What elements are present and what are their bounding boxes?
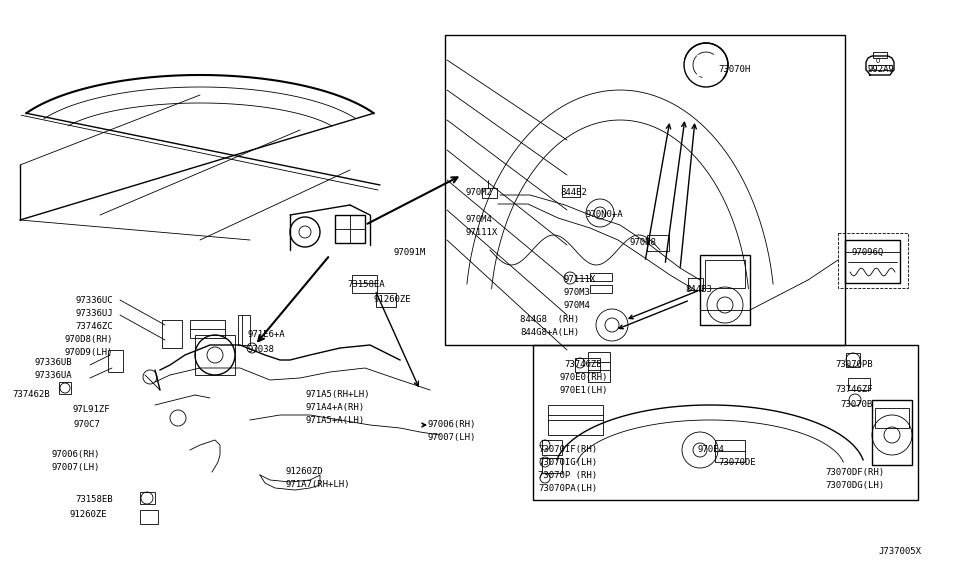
Bar — [352, 275, 377, 293]
Text: 97007(LH): 97007(LH) — [52, 463, 100, 472]
Text: 992A9: 992A9 — [868, 65, 895, 74]
Text: 970E4: 970E4 — [698, 445, 724, 454]
Bar — [482, 188, 497, 198]
Text: 97336UC: 97336UC — [75, 296, 113, 305]
Text: 97091M: 97091M — [393, 248, 425, 257]
Text: 97038: 97038 — [248, 345, 275, 354]
Text: 970N8: 970N8 — [630, 238, 657, 247]
Text: 73746ZF: 73746ZF — [835, 385, 873, 394]
Bar — [575, 358, 600, 372]
Bar — [238, 315, 250, 345]
Text: 970D9(LH): 970D9(LH) — [64, 348, 113, 357]
Bar — [140, 510, 158, 524]
Text: 97336UA: 97336UA — [34, 371, 72, 380]
Bar — [533, 345, 918, 500]
Text: 970M4: 970M4 — [564, 301, 591, 310]
Text: 97L91ZF: 97L91ZF — [72, 405, 110, 414]
Bar — [647, 235, 669, 251]
Bar — [376, 293, 396, 307]
Bar — [59, 382, 71, 394]
Bar — [688, 278, 703, 290]
Text: 97336UB: 97336UB — [34, 358, 72, 367]
Text: 73070PB: 73070PB — [835, 360, 873, 369]
Polygon shape — [697, 55, 715, 75]
Bar — [875, 408, 909, 428]
Text: 971A7(RH+LH): 971A7(RH+LH) — [285, 480, 349, 489]
Text: O: O — [876, 58, 880, 64]
Text: 97096Q: 97096Q — [852, 248, 884, 257]
Text: 844B3: 844B3 — [685, 285, 712, 294]
Bar — [548, 405, 603, 435]
Text: 737462B: 737462B — [13, 390, 50, 399]
Text: 73746ZC: 73746ZC — [75, 322, 113, 331]
Bar — [700, 255, 750, 325]
Text: 970E0(RH): 970E0(RH) — [560, 373, 608, 382]
Text: 73158EB: 73158EB — [75, 495, 113, 504]
Text: 97007(LH): 97007(LH) — [428, 433, 477, 442]
Text: 73070DF(RH): 73070DF(RH) — [825, 468, 884, 477]
Text: 73070B: 73070B — [840, 400, 873, 409]
Text: 970D8(RH): 970D8(RH) — [64, 335, 113, 344]
Text: 970M4: 970M4 — [466, 215, 493, 224]
Bar — [195, 335, 235, 375]
Text: 91260ZD: 91260ZD — [285, 467, 323, 476]
Text: 971E6+A: 971E6+A — [248, 330, 286, 339]
Bar — [845, 240, 900, 283]
Bar — [848, 378, 870, 390]
Bar — [335, 215, 365, 243]
Bar — [190, 320, 225, 338]
Text: 73158EA: 73158EA — [347, 280, 384, 289]
Text: 73070P (RH): 73070P (RH) — [538, 471, 597, 480]
Text: 970C7: 970C7 — [73, 420, 100, 429]
Bar — [715, 440, 745, 462]
Text: 970M3: 970M3 — [564, 288, 591, 297]
Text: 97006(RH): 97006(RH) — [428, 420, 477, 429]
Bar — [705, 260, 745, 288]
Bar — [445, 35, 845, 345]
Text: 97111X: 97111X — [466, 228, 498, 237]
Bar — [162, 320, 182, 348]
Text: 971A4+A(RH): 971A4+A(RH) — [305, 403, 364, 412]
Text: 844B2: 844B2 — [560, 188, 587, 197]
Bar — [590, 273, 612, 281]
Text: 73070DG(LH): 73070DG(LH) — [825, 481, 884, 490]
Text: 97111X: 97111X — [564, 275, 597, 284]
Bar — [872, 400, 912, 465]
Text: 971A5+A(LH): 971A5+A(LH) — [305, 416, 364, 425]
Text: 91260ZE: 91260ZE — [69, 510, 107, 519]
Bar — [562, 185, 580, 197]
Text: J737005X: J737005X — [878, 547, 921, 556]
Bar — [140, 492, 155, 504]
Text: 844G8  (RH): 844G8 (RH) — [520, 315, 579, 324]
Text: 73070H: 73070H — [718, 65, 750, 74]
Text: 91260ZE: 91260ZE — [373, 295, 410, 304]
Text: 73070DE: 73070DE — [718, 458, 756, 467]
Bar — [542, 440, 562, 455]
Text: 97006(RH): 97006(RH) — [52, 450, 100, 459]
Text: 844G8+A(LH): 844G8+A(LH) — [520, 328, 579, 337]
Text: 73070IG(LH): 73070IG(LH) — [538, 458, 597, 467]
Bar — [590, 285, 612, 293]
Text: 971A5(RH+LH): 971A5(RH+LH) — [305, 390, 370, 399]
Bar — [846, 353, 860, 367]
Text: 73746ZE: 73746ZE — [564, 360, 602, 369]
Text: 970N0+A: 970N0+A — [585, 210, 623, 219]
Text: 97336UJ: 97336UJ — [75, 309, 113, 318]
Text: 73070IF(RH): 73070IF(RH) — [538, 445, 597, 454]
Bar — [838, 233, 908, 288]
Bar — [588, 352, 610, 382]
Bar — [108, 350, 123, 372]
Bar — [542, 458, 562, 473]
Text: 73070PA(LH): 73070PA(LH) — [538, 484, 597, 493]
Bar — [873, 52, 887, 58]
Text: 970E1(LH): 970E1(LH) — [560, 386, 608, 395]
Text: 970M2: 970M2 — [466, 188, 493, 197]
